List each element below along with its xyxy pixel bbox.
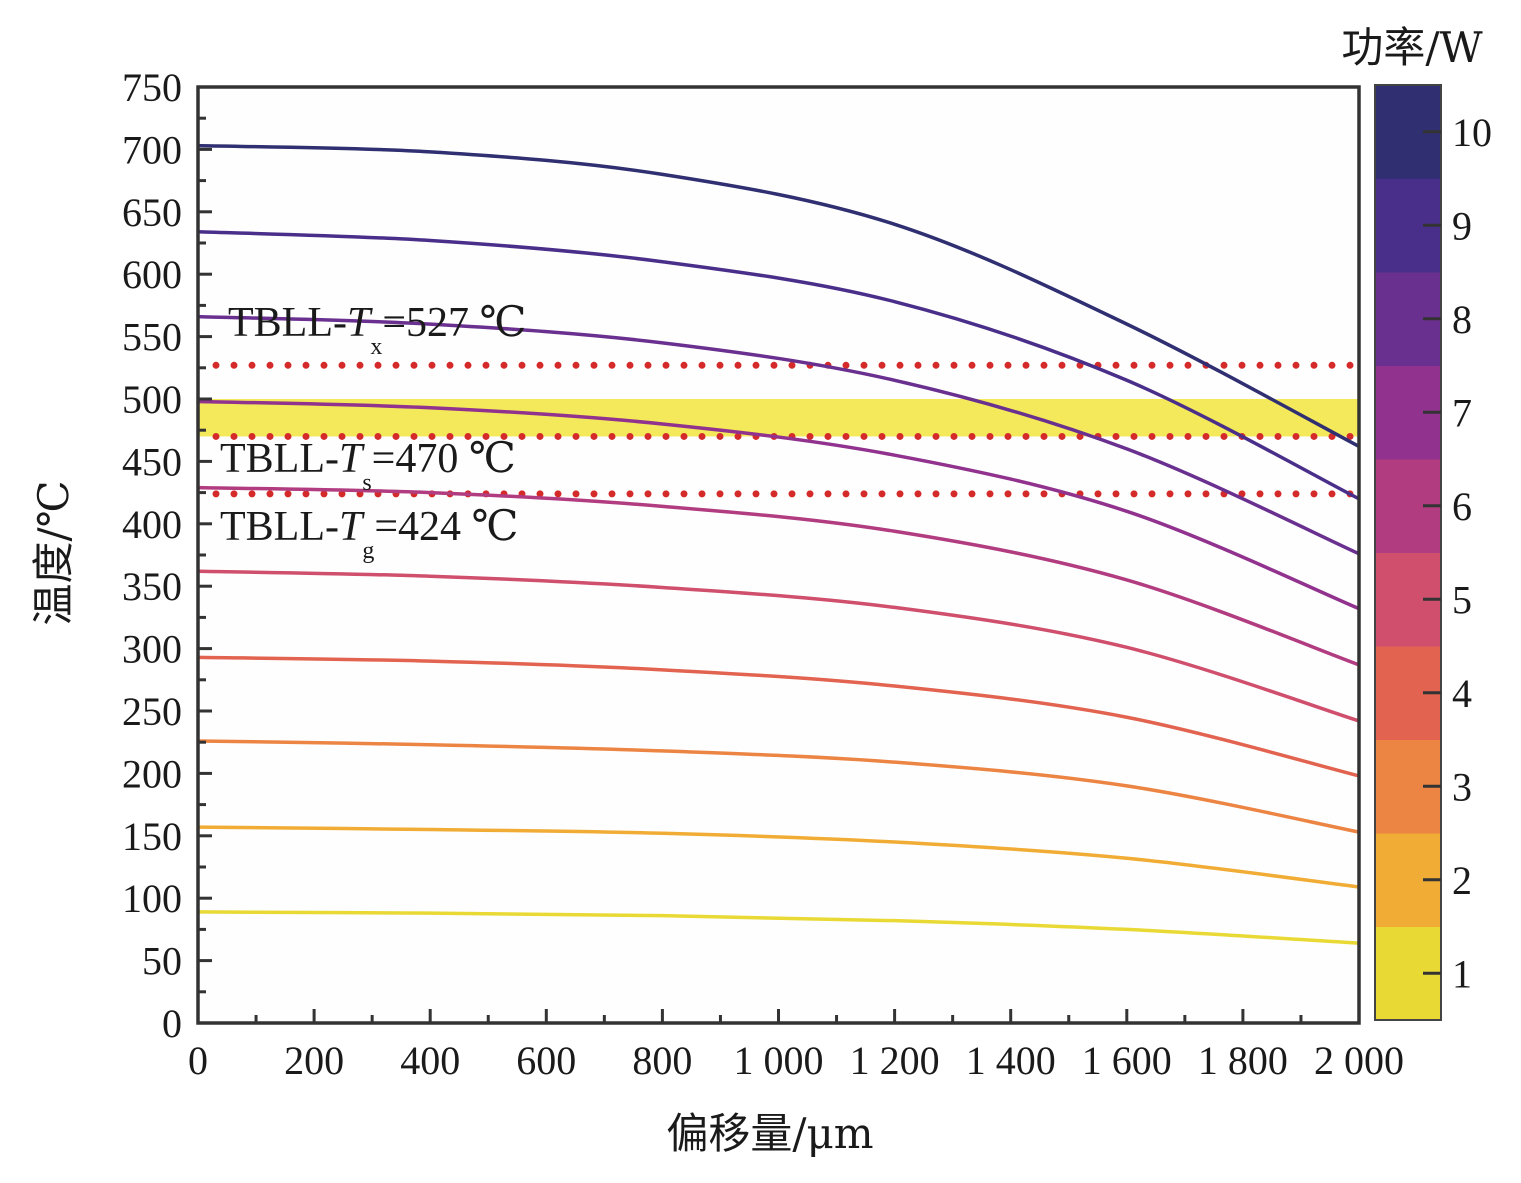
y-tick-label: 300 [122, 627, 182, 672]
annotation-subscript: x [370, 334, 382, 360]
annotation-prefix: TBLL- [220, 504, 339, 550]
annotation-prefix: TBLL- [220, 436, 339, 482]
colorbar-tick-label: 1 [1452, 951, 1472, 996]
y-tick-label: 100 [122, 876, 182, 921]
y-tick-label: 150 [122, 814, 182, 859]
x-tick-label: 200 [284, 1038, 344, 1083]
y-tick-label: 600 [122, 252, 182, 297]
colorbar-tick-label: 6 [1452, 484, 1472, 529]
reference-lines-layer [212, 361, 1361, 498]
y-tick-label: 650 [122, 190, 182, 235]
series-line-6w [197, 485, 1360, 667]
plot-area-fill [198, 87, 1359, 1023]
colorbar-tick-label: 2 [1452, 858, 1472, 903]
y-tick-label: 450 [122, 439, 182, 484]
colorbar-frame [1374, 84, 1442, 1021]
series-line-7w [197, 399, 1360, 611]
series-line-10w [197, 143, 1360, 448]
series-layer [197, 143, 1360, 945]
series-line-2w [197, 825, 1360, 889]
series-line-9w [197, 230, 1360, 501]
series-line-1w [197, 910, 1360, 945]
annotation-value: =470 ℃ [372, 436, 516, 482]
y-tick-label: 500 [122, 377, 182, 422]
y-tick-label: 0 [162, 1001, 182, 1046]
series-line-8w [197, 314, 1360, 556]
annotation-variable: T [347, 300, 373, 346]
y-tick-label: 700 [122, 127, 182, 172]
x-axis-ticks: 0 200 400 600 800 1 000 1 200 1 400 1 600 1 800 2 … [188, 1009, 1404, 1083]
colorbar-tick-label: 10 [1452, 110, 1492, 155]
series-line-3w [197, 739, 1360, 834]
annotation-tg: TBLL-Tg=424 ℃ [220, 504, 519, 564]
x-tick-label: 1 400 [966, 1038, 1056, 1083]
y-tick-label: 200 [122, 751, 182, 796]
y-tick-label: 400 [122, 502, 182, 547]
annotation-subscript: s [362, 470, 371, 496]
x-tick-label: 1 600 [1082, 1038, 1172, 1083]
annotation-value: =424 ℃ [374, 504, 518, 550]
x-tick-label: 1 200 [850, 1038, 940, 1083]
y-tick-label: 350 [122, 564, 182, 609]
series-line-5w [197, 569, 1360, 723]
colorbar-tick-label: 9 [1452, 203, 1472, 248]
annotation-value: =527 ℃ [382, 300, 526, 346]
colorbar-tick-label: 3 [1452, 764, 1472, 809]
y-axis-ticks: 0 50 100 150 200 250 300 350 400 450 500 550 600 650 7… [122, 65, 212, 1046]
x-tick-label: 600 [516, 1038, 576, 1083]
colorbar-tick-label: 4 [1452, 671, 1472, 716]
annotation-variable: T [339, 504, 365, 550]
colorbar-tick-label: 8 [1452, 297, 1472, 342]
colorbar-tick-label: 7 [1452, 390, 1472, 435]
annotation-variable: T [339, 436, 365, 482]
x-tick-label: 1 000 [734, 1038, 824, 1083]
colorbar-title: 功率/W [1341, 23, 1483, 72]
y-tick-label: 250 [122, 689, 182, 734]
x-axis-title: 偏移量/μm [666, 1109, 873, 1158]
y-tick-label: 550 [122, 315, 182, 360]
x-tick-label: 800 [632, 1038, 692, 1083]
colorbar-tick-label: 5 [1452, 577, 1472, 622]
y-tick-label: 50 [142, 939, 182, 984]
x-tick-label: 1 800 [1198, 1038, 1288, 1083]
x-tick-label: 2 000 [1314, 1038, 1404, 1083]
x-tick-label: 400 [400, 1038, 460, 1083]
annotation-tx: TBLL-Tx=527 ℃ [228, 300, 527, 360]
annotation-prefix: TBLL- [228, 300, 347, 346]
y-axis-title: 温度/℃ [29, 480, 78, 625]
plot-area [198, 87, 1359, 1023]
series-line-4w [197, 655, 1360, 778]
x-tick-label: 0 [188, 1038, 208, 1083]
colorbar: 1 2 3 4 5 6 7 8 9 10 [1374, 84, 1492, 1021]
y-tick-label: 750 [122, 65, 182, 110]
annotation-ts: TBLL-Ts=470 ℃ [220, 436, 516, 496]
annotation-subscript: g [362, 538, 374, 564]
